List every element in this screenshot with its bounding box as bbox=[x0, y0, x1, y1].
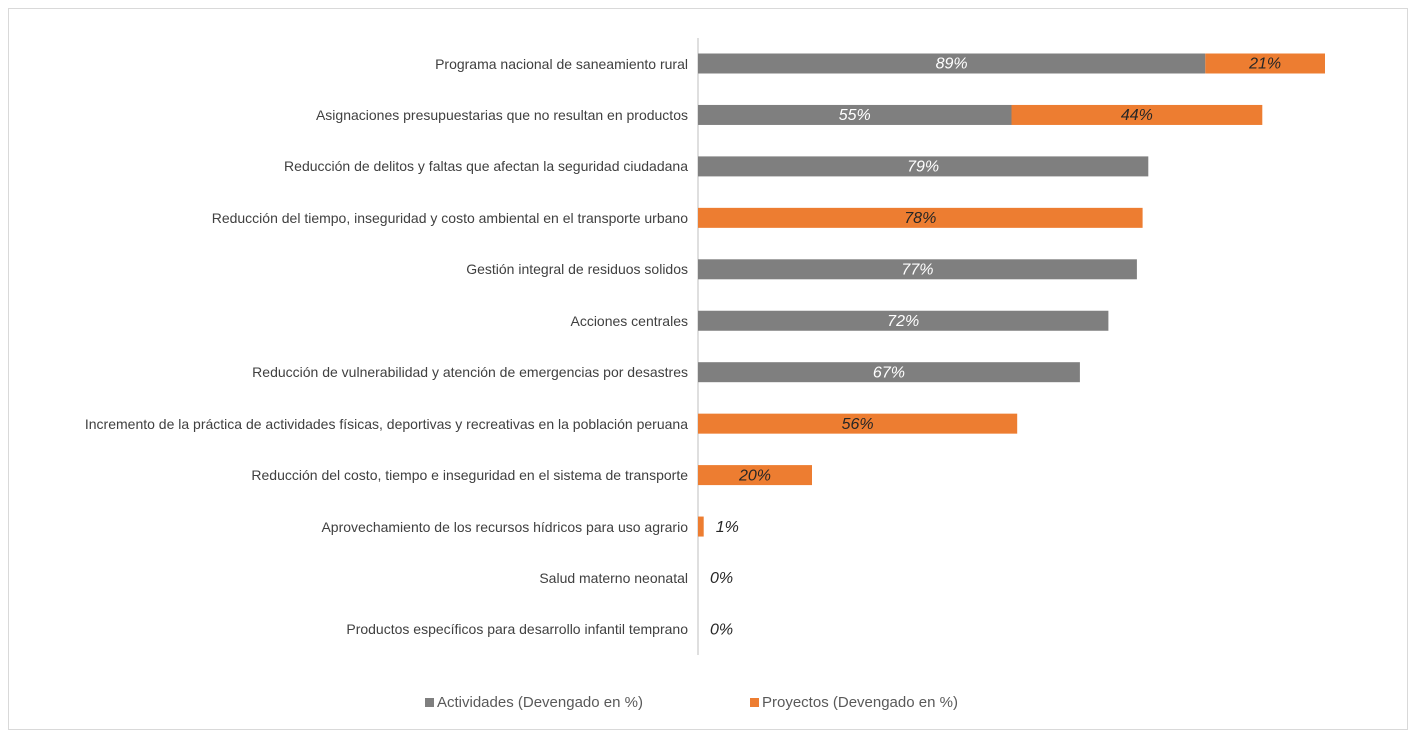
data-label: 1% bbox=[716, 519, 739, 536]
bar-segment bbox=[698, 156, 1149, 177]
data-label: 56% bbox=[842, 416, 874, 433]
data-label: 21% bbox=[1248, 56, 1281, 73]
bar-segment bbox=[698, 259, 1137, 280]
legend-swatch bbox=[425, 698, 434, 707]
category-label: Reducción del costo, tiempo e insegurida… bbox=[251, 467, 688, 484]
category-label-box: Reducción de delitos y faltas que afecta… bbox=[10, 141, 688, 191]
data-label: 44% bbox=[1121, 107, 1153, 124]
category-label-box: Salud materno neonatal bbox=[10, 553, 688, 603]
legend-label: Actividades (Devengado en %) bbox=[437, 694, 643, 711]
category-label-box: Aprovechamiento de los recursos hídricos… bbox=[10, 502, 688, 552]
category-label: Productos específicos para desarrollo in… bbox=[346, 621, 688, 638]
data-label: 78% bbox=[904, 210, 936, 227]
category-label-box: Reducción del tiempo, inseguridad y cost… bbox=[10, 193, 688, 243]
bar-segment bbox=[1011, 104, 1263, 125]
category-label-box: Reducción del costo, tiempo e insegurida… bbox=[10, 450, 688, 500]
data-label: 0% bbox=[710, 622, 733, 639]
data-label: 77% bbox=[901, 262, 933, 279]
category-label-box: Gestión integral de residuos solidos bbox=[10, 244, 688, 294]
category-label: Aprovechamiento de los recursos hídricos… bbox=[321, 518, 688, 535]
category-label: Reducción de delitos y faltas que afecta… bbox=[284, 158, 688, 175]
data-label: 0% bbox=[710, 570, 733, 587]
data-label: 89% bbox=[936, 56, 968, 73]
category-label-box: Productos específicos para desarrollo in… bbox=[10, 604, 688, 654]
data-label: 72% bbox=[887, 313, 919, 330]
category-label-box: Programa nacional de saneamiento rural bbox=[10, 39, 688, 89]
category-label-box: Acciones centrales bbox=[10, 296, 688, 346]
category-label-box: Asignaciones presupuestarias que no resu… bbox=[10, 90, 688, 140]
bar-segment bbox=[1205, 53, 1325, 74]
category-label: Reducción del tiempo, inseguridad y cost… bbox=[211, 209, 688, 226]
data-label: 20% bbox=[738, 467, 771, 484]
bar-segment bbox=[698, 53, 1206, 74]
data-label: 67% bbox=[873, 364, 905, 381]
bar-segment bbox=[698, 516, 704, 537]
category-label-box: Incremento de la práctica de actividades… bbox=[10, 399, 688, 449]
category-label: Incremento de la práctica de actividades… bbox=[84, 415, 688, 432]
bar-segment bbox=[698, 465, 812, 486]
legend-label: Proyectos (Devengado en %) bbox=[762, 694, 958, 711]
data-label: 55% bbox=[839, 107, 871, 124]
category-label: Salud materno neonatal bbox=[539, 570, 688, 586]
data-label: 79% bbox=[907, 159, 939, 176]
bar-segment bbox=[698, 207, 1143, 228]
category-label-box: Reducción de vulnerabilidad y atención d… bbox=[10, 347, 688, 397]
category-label: Reducción de vulnerabilidad y atención d… bbox=[252, 364, 688, 381]
bar-segment bbox=[698, 104, 1012, 125]
bar-segment bbox=[698, 413, 1018, 434]
legend-swatch bbox=[750, 698, 759, 707]
category-label: Programa nacional de saneamiento rural bbox=[435, 55, 688, 72]
category-label: Acciones centrales bbox=[570, 312, 688, 329]
bar-segment bbox=[698, 310, 1109, 331]
category-label: Asignaciones presupuestarias que no resu… bbox=[315, 106, 688, 123]
bar-segment bbox=[698, 362, 1080, 383]
category-label: Gestión integral de residuos solidos bbox=[466, 261, 688, 278]
